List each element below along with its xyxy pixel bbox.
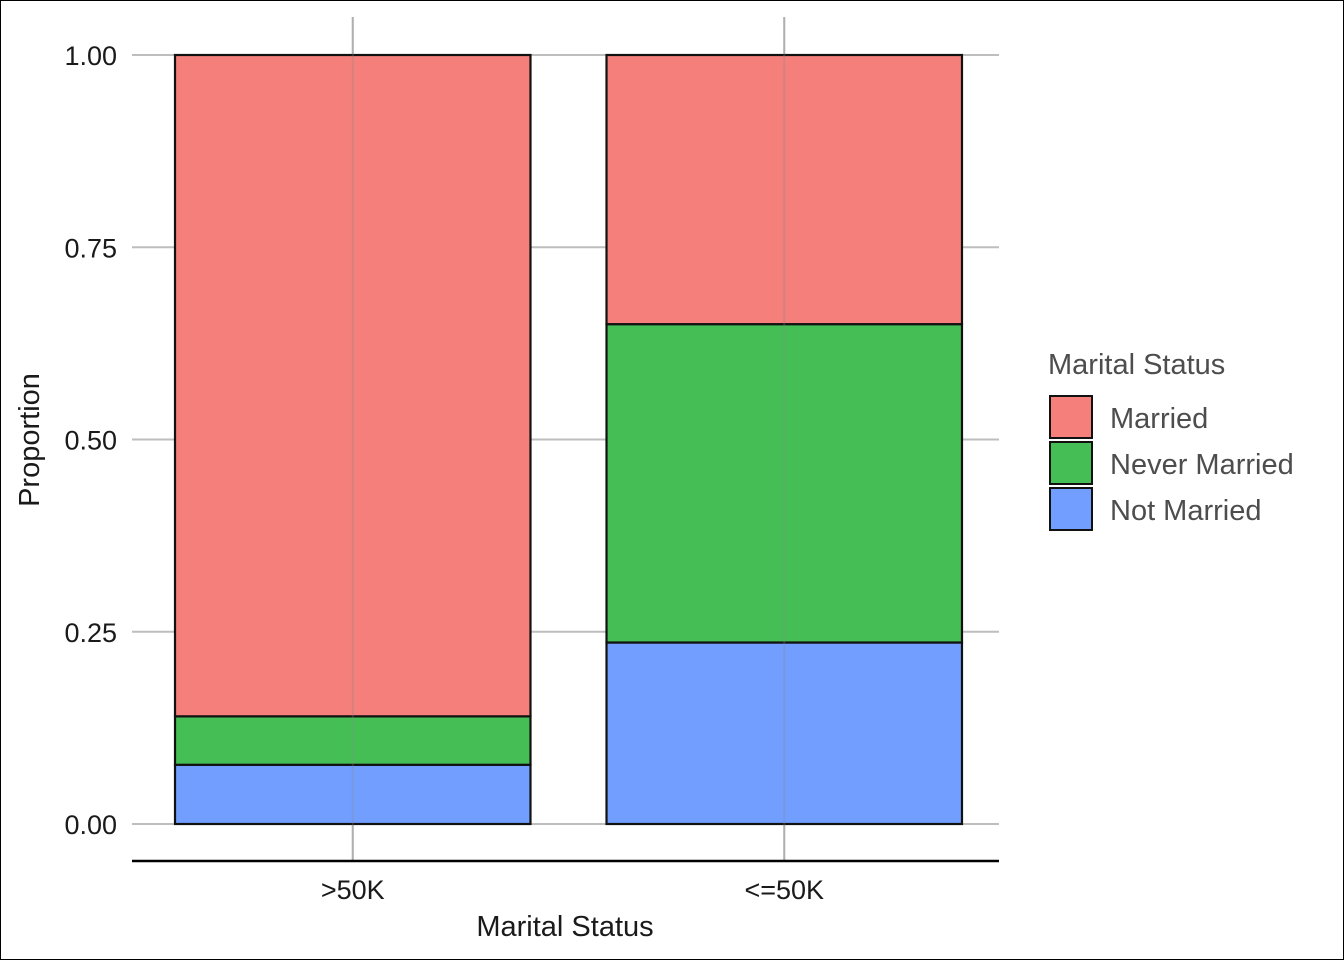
y-tick-label: 0.25: [64, 618, 117, 648]
legend-entries: Married Never Married Not Married: [1049, 395, 1294, 531]
x-tick-label: >50K: [321, 875, 385, 905]
legend-label: Not Married: [1110, 495, 1262, 527]
y-axis-title: Proportion: [14, 373, 46, 507]
legend-key-married: [1049, 395, 1093, 439]
bar-segment-never-married: [605, 323, 964, 644]
legend-title: Marital Status: [1048, 349, 1225, 381]
legend-key-not-married: [1049, 487, 1093, 531]
legend-key-never-married: [1049, 441, 1093, 485]
y-tick-label: 0.75: [64, 233, 117, 263]
bar-segment-never-married: [173, 715, 532, 766]
y-tick-label: 1.00: [64, 41, 117, 71]
y-tick-label: 0.00: [64, 810, 117, 840]
vertical-grid-overlay: [351, 17, 786, 861]
legend-label: Never Married: [1110, 449, 1294, 481]
x-axis-title: Marital Status: [476, 911, 653, 943]
x-tick-label: <=50K: [744, 875, 824, 905]
bar-segment-not-married: [173, 763, 532, 826]
bars: [173, 53, 964, 826]
bar-segment-married: [605, 53, 964, 326]
axes: 0.00 0.25 0.50 0.75 1.00 >50K <=50K: [64, 41, 999, 905]
bar-segment-not-married: [605, 641, 964, 826]
legend: Marital Status Married Never Married Not M…: [1048, 349, 1294, 531]
y-tick-label: 0.50: [64, 426, 117, 456]
legend-label: Married: [1110, 403, 1208, 435]
bar-segment-married: [173, 53, 532, 718]
